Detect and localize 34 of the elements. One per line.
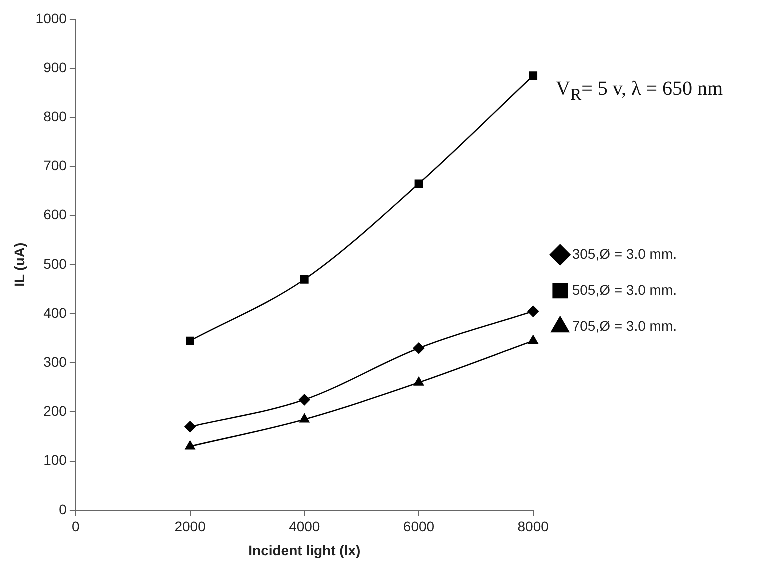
point (414, 180, 424, 188)
point (528, 335, 538, 344)
legend-label: 305,Ø = 3.0 mm. (572, 246, 678, 262)
y-tick-label: 800 (44, 108, 68, 124)
point (300, 414, 310, 423)
x-tick-label: 2000 (174, 518, 206, 535)
legend-label: 505,Ø = 3.0 mm. (572, 282, 678, 298)
point (186, 336, 194, 346)
y-tick-label: 600 (44, 206, 68, 223)
y-tick-label: 0 (59, 501, 68, 518)
point (298, 394, 310, 406)
y-tick-label: 300 (44, 354, 68, 370)
text: V$_{R}$= 5 v, λ = 650 nm (556, 78, 724, 105)
point (184, 421, 196, 433)
point (528, 306, 539, 318)
y-tick-label: 400 (44, 304, 68, 321)
legend-label: 705,Ø = 3.0 mm. (572, 318, 678, 334)
x-tick-label: 6000 (403, 518, 435, 535)
x-tick-label: 8000 (518, 518, 550, 535)
point (185, 440, 196, 450)
point (300, 275, 309, 284)
x-tick-label: 0 (72, 518, 80, 535)
y-axis-title: IL (uA) (11, 242, 28, 287)
y-tick-label: 700 (44, 158, 68, 174)
point (414, 377, 424, 386)
x-tick-label: 4000 (289, 518, 320, 535)
y-tick-label: 1000 (36, 10, 68, 26)
y-tick-label: 900 (44, 59, 68, 76)
y-tick-label: 100 (44, 452, 68, 468)
y-tick-label: 200 (44, 403, 68, 420)
x-axis-title: Incident light (lx) (248, 542, 361, 558)
point (529, 72, 538, 80)
point (413, 342, 425, 354)
y-tick-label: 500 (44, 256, 68, 272)
